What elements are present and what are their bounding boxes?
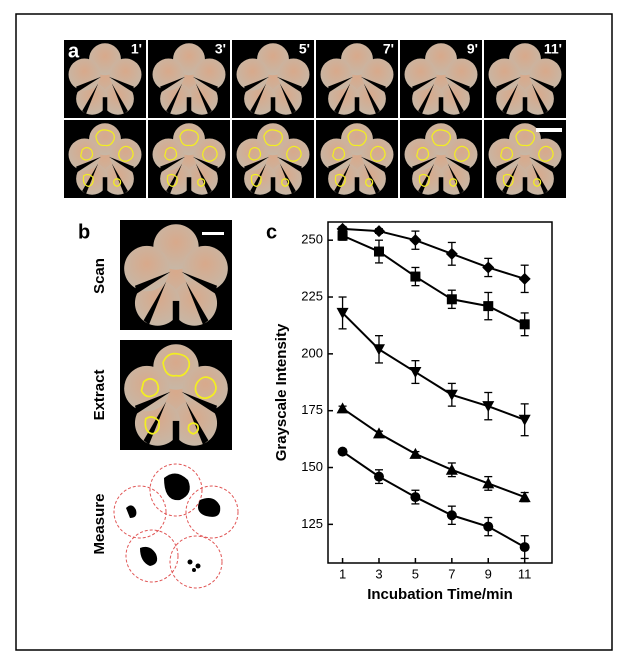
x-tick-label: 9	[485, 566, 492, 581]
x-tick-label: 5	[412, 566, 419, 581]
marker	[373, 246, 384, 257]
marker	[372, 344, 385, 356]
panel-label: c	[266, 221, 277, 243]
series-line	[341, 312, 526, 421]
marker	[337, 230, 348, 241]
marker	[483, 521, 494, 532]
series-line	[342, 227, 525, 280]
marker	[445, 463, 458, 475]
series-line	[342, 407, 526, 499]
x-tick-label: 7	[448, 566, 455, 581]
series-line	[342, 234, 526, 326]
scale-bar	[536, 128, 562, 132]
marker	[518, 272, 531, 285]
figure-border	[15, 13, 613, 651]
marker	[373, 471, 384, 482]
row-label: Scan	[91, 258, 108, 294]
panel-label: a	[68, 40, 80, 62]
marker	[337, 446, 348, 457]
panel-label: b	[78, 221, 90, 243]
x-axis-label: Incubation Time/min	[367, 586, 513, 603]
y-tick-label: 175	[301, 402, 323, 417]
row-label: Measure	[91, 494, 108, 555]
marker	[409, 234, 422, 247]
y-tick-label: 250	[301, 232, 323, 247]
panel-b-images	[113, 220, 239, 589]
marker	[336, 402, 349, 414]
time-label: 3'	[215, 41, 226, 57]
marker	[410, 492, 421, 503]
y-tick-label: 225	[301, 288, 323, 303]
marker	[409, 367, 422, 379]
y-tick-label: 200	[301, 345, 323, 360]
marker	[482, 477, 495, 489]
row-label: Extract	[91, 370, 108, 421]
marker	[519, 542, 530, 553]
marker	[336, 307, 349, 319]
y-axis-label: Grayscale Intensity	[273, 323, 290, 461]
marker	[446, 294, 457, 305]
marker	[445, 247, 458, 260]
time-label: 5'	[299, 41, 310, 57]
marker	[518, 491, 531, 503]
marker	[482, 401, 495, 413]
panel-a-images	[64, 40, 566, 198]
marker	[372, 427, 385, 439]
marker	[518, 414, 531, 426]
y-tick-label: 150	[301, 459, 323, 474]
plot-frame	[327, 221, 553, 564]
x-tick-label: 11	[518, 566, 532, 581]
time-label: 1'	[131, 41, 142, 57]
x-tick-label: 3	[375, 566, 382, 581]
x-tick-label: 1	[339, 566, 346, 581]
marker	[519, 319, 530, 330]
marker	[483, 301, 494, 312]
y-tick-label: 125	[301, 516, 323, 531]
time-label: 7'	[383, 41, 394, 57]
series-line	[342, 450, 526, 548]
time-label: 9'	[467, 41, 478, 57]
marker	[446, 510, 457, 521]
time-label: 11'	[544, 41, 562, 57]
marker	[372, 225, 385, 238]
marker	[482, 261, 495, 274]
marker	[409, 447, 422, 459]
marker	[445, 389, 458, 401]
marker	[410, 271, 421, 282]
